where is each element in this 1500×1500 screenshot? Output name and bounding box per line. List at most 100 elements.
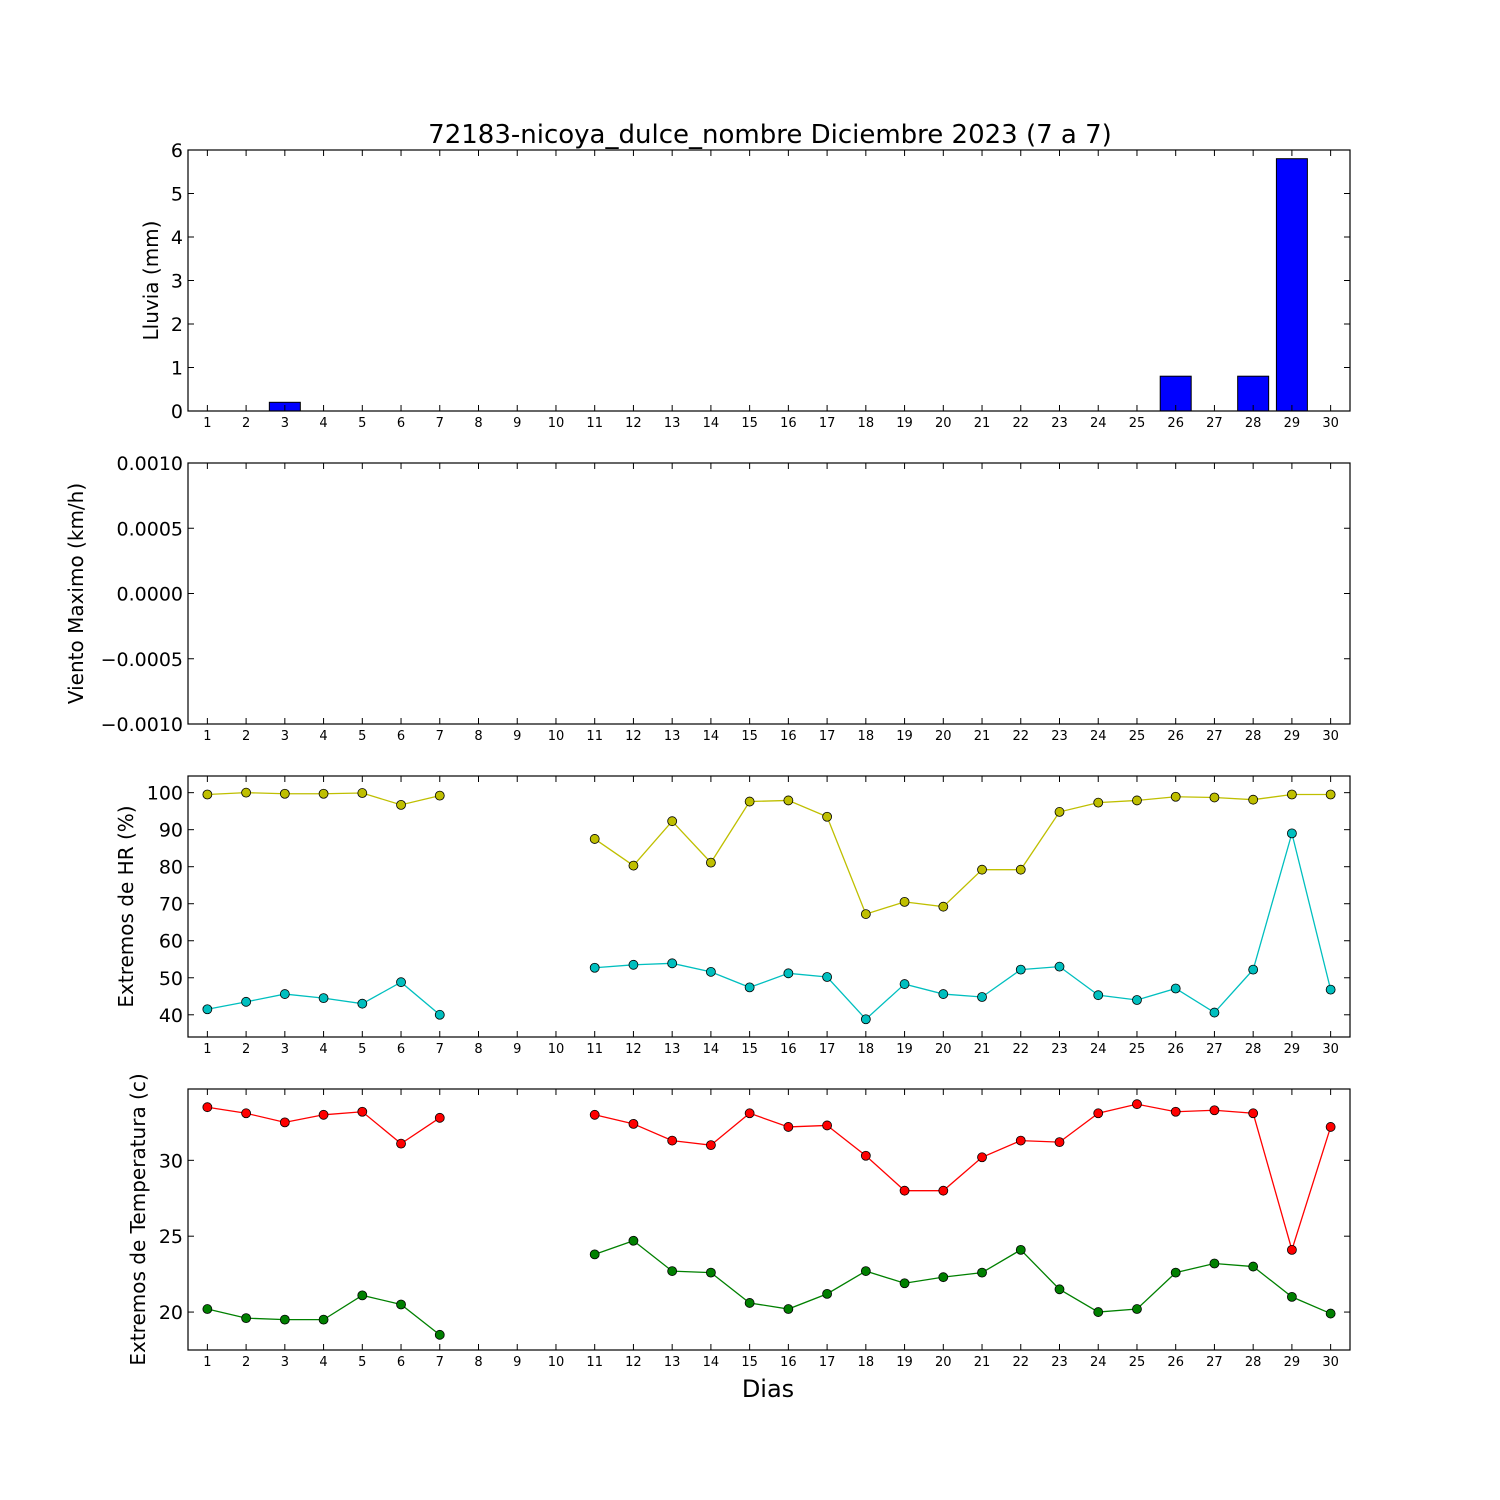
point-hr_min-day-25 <box>1132 995 1142 1005</box>
point-hr_max-day-27 <box>1209 792 1220 803</box>
y-axis-label: Extremos de Temperatura (c) <box>126 1073 150 1365</box>
x-tick-label: 29 <box>1284 1355 1301 1370</box>
x-tick-label: 23 <box>1051 416 1068 431</box>
x-tick-label: 25 <box>1129 729 1146 744</box>
x-tick-label: 24 <box>1090 416 1107 431</box>
point-temp_max-day-3 <box>279 1117 290 1128</box>
series-line-temp_max-1 <box>594 1103 1332 1253</box>
x-tick-label: 25 <box>1129 416 1146 431</box>
x-tick-label: 9 <box>513 416 521 431</box>
point-hr_min-day-16 <box>783 968 794 979</box>
point-temp_max-day-25 <box>1132 1099 1142 1110</box>
axes-frame <box>187 149 1351 412</box>
x-tick-label: 13 <box>664 729 681 744</box>
point-temp_min-day-5 <box>357 1290 368 1301</box>
point-hr_min-day-24 <box>1093 990 1104 1001</box>
x-tick-label: 15 <box>741 1042 758 1057</box>
point-temp_min-day-17 <box>822 1288 832 1299</box>
point-hr_max-day-25 <box>1132 795 1142 806</box>
x-tick-label: 20 <box>935 729 952 744</box>
x-tick-label: 12 <box>625 1355 642 1370</box>
y-tick-label: 1 <box>171 358 183 380</box>
x-tick-label: 25 <box>1129 1042 1146 1057</box>
axes-frame <box>187 462 1351 725</box>
x-axis-label: Dias <box>742 1375 794 1403</box>
x-tick-label: 1 <box>203 1355 211 1370</box>
y-tick-label: 5 <box>171 184 183 206</box>
series-line-temp_min-1 <box>594 1240 1331 1315</box>
x-tick-label: 10 <box>548 1042 565 1057</box>
bar-day-26 <box>1159 375 1192 412</box>
point-hr_min-day-14 <box>706 966 716 977</box>
x-tick-label: 29 <box>1284 729 1301 744</box>
x-tick-label: 22 <box>1012 729 1029 744</box>
x-tick-label: 8 <box>474 1355 482 1370</box>
x-tick-label: 5 <box>358 416 366 431</box>
point-hr_max-day-30 <box>1325 789 1336 800</box>
x-tick-label: 2 <box>242 1042 250 1057</box>
point-hr_max-day-23 <box>1054 807 1065 817</box>
x-tick-label: 10 <box>548 729 565 744</box>
x-tick-label: 12 <box>625 1042 642 1057</box>
y-tick-label: 0.0000 <box>117 584 183 606</box>
x-tick-label: 17 <box>819 1355 836 1370</box>
x-tick-label: 22 <box>1012 1355 1029 1370</box>
x-tick-label: 23 <box>1051 1042 1068 1057</box>
x-tick-label: 23 <box>1051 1355 1068 1370</box>
point-temp_min-day-26 <box>1170 1267 1181 1278</box>
x-tick-label: 12 <box>625 729 642 744</box>
point-temp_min-day-12 <box>628 1235 639 1246</box>
y-axis-label: Extremos de HR (%) <box>114 805 138 1007</box>
x-tick-label: 10 <box>548 416 565 431</box>
x-tick-label: 6 <box>397 1042 405 1057</box>
y-tick-label: 0 <box>171 401 183 423</box>
point-hr_min-day-17 <box>822 972 832 982</box>
point-temp_min-day-11 <box>589 1249 600 1260</box>
point-hr_max-day-19 <box>899 896 910 907</box>
x-tick-label: 11 <box>586 1042 603 1057</box>
point-temp_min-day-7 <box>434 1329 445 1340</box>
x-tick-label: 19 <box>896 416 913 431</box>
chart-title: 72183-nicoya_dulce_nombre Diciembre 2023… <box>428 120 1112 150</box>
point-hr_min-day-22 <box>1015 964 1026 975</box>
x-tick-label: 29 <box>1284 1042 1301 1057</box>
point-hr_max-day-5 <box>357 788 368 798</box>
point-hr_min-day-12 <box>628 959 639 970</box>
point-hr_max-day-2 <box>241 787 252 798</box>
x-tick-label: 20 <box>935 1355 952 1370</box>
point-hr_max-day-11 <box>589 834 600 844</box>
y-tick-label: 0.0005 <box>117 518 183 540</box>
point-hr_max-day-21 <box>977 864 987 875</box>
x-tick-label: 24 <box>1090 729 1107 744</box>
x-tick-label: 11 <box>586 1355 603 1370</box>
point-temp_max-day-14 <box>706 1140 716 1151</box>
point-hr_min-day-4 <box>318 993 329 1004</box>
point-temp_max-day-24 <box>1093 1108 1104 1119</box>
point-temp_min-day-29 <box>1287 1291 1297 1302</box>
x-tick-label: 27 <box>1206 1042 1223 1057</box>
y-tick-label: 6 <box>171 140 183 162</box>
x-tick-label: 6 <box>397 729 405 744</box>
point-temp_min-day-24 <box>1093 1307 1104 1317</box>
point-temp_min-day-30 <box>1325 1308 1336 1319</box>
axes-frame <box>187 1088 1351 1351</box>
x-tick-label: 22 <box>1012 1042 1029 1057</box>
x-tick-label: 16 <box>780 1355 797 1370</box>
x-tick-label: 13 <box>664 1042 681 1057</box>
x-tick-label: 18 <box>858 1042 875 1057</box>
x-tick-label: 3 <box>281 729 289 744</box>
x-tick-label: 26 <box>1167 1042 1184 1057</box>
point-hr_min-day-5 <box>357 998 368 1009</box>
point-hr_min-day-6 <box>396 977 406 988</box>
y-tick-label: 20 <box>159 1302 183 1324</box>
x-tick-label: 8 <box>474 416 482 431</box>
x-tick-label: 14 <box>703 729 720 744</box>
point-temp_min-day-23 <box>1054 1284 1065 1295</box>
x-tick-label: 14 <box>703 1355 720 1370</box>
y-axis-label: Viento Maximo (km/h) <box>64 483 88 704</box>
point-hr_min-day-2 <box>241 996 252 1007</box>
x-tick-label: 27 <box>1206 729 1223 744</box>
point-temp_min-day-13 <box>667 1266 678 1276</box>
x-tick-label: 28 <box>1245 1355 1262 1370</box>
point-temp_max-day-16 <box>783 1122 794 1132</box>
